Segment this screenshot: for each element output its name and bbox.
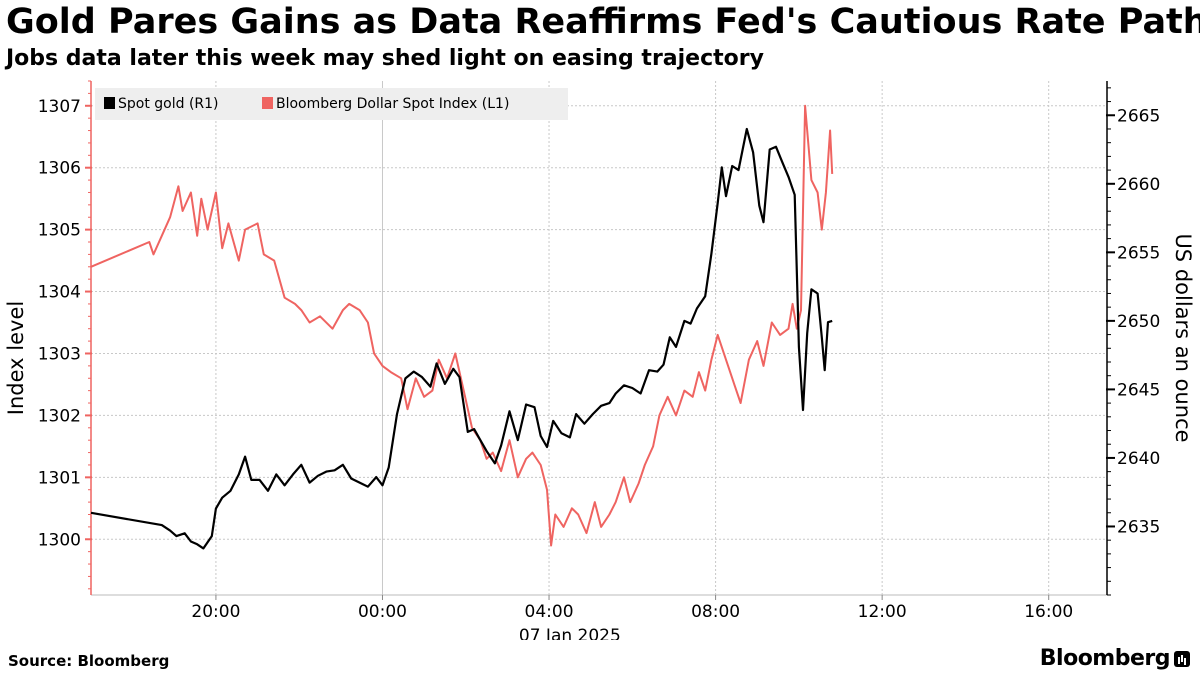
left-axis-tick-label: 1307 [38,97,81,117]
left-axis-tick-label: 1306 [38,159,81,179]
legend-swatch-spot-gold [104,97,115,109]
right-axis-tick-label: 2640 [1117,449,1160,469]
x-axis-tick-label: 08:00 [691,602,740,622]
gridlines [91,81,1107,595]
legend-swatch-dollar-index [262,97,273,109]
x-axis-tick-label: 20:00 [191,602,240,622]
x-axis-tick-label: 16:00 [1024,602,1073,622]
left-axis-tick-label: 1303 [38,344,81,364]
right-axis-tick-label: 2650 [1117,312,1160,332]
x-axis-ticks: 20:00 00:00 04:00 08:00 12:00 16:00 [191,595,1073,622]
brand-logo: Bloomberg [1040,646,1190,671]
left-axis-tick-label: 1300 [38,530,81,550]
right-axis-title: US dollars an ounce [1171,233,1195,442]
left-axis-tick-label: 1305 [38,221,81,241]
series-lines [90,104,834,550]
x-axis-tick-label: 00:00 [358,602,407,622]
x-axis-tick-label: 12:00 [858,602,907,622]
legend-label-spot-gold: Spot gold (R1) [118,96,219,112]
right-axis-tick-label: 2635 [1117,517,1160,537]
right-axis-tick-label: 2655 [1117,243,1160,263]
x-axis-date-label: 07 Jan 2025 [519,626,621,640]
bar-chart-icon [1174,650,1190,667]
legend-background [95,88,568,120]
series-line-dollar-index [90,104,834,547]
right-axis-tick-label: 2660 [1117,175,1160,195]
legend: Spot gold (R1) Bloomberg Dollar Spot Ind… [95,88,568,120]
left-axis-tick-label: 1304 [38,283,81,303]
left-axis-title: Index level [4,301,28,415]
series-line-spot-gold [90,127,833,550]
left-axis-tick-label: 1302 [38,406,81,426]
right-axis-tick-label: 2645 [1117,380,1160,400]
legend-label-dollar-index: Bloomberg Dollar Spot Index (L1) [276,96,509,112]
left-axis-ticks: 1300 1301 1302 1303 1304 1305 1306 1307 [38,80,92,590]
chart-area: 1300 1301 1302 1303 1304 1305 1306 1307 2635 264… [4,80,1195,640]
left-axis-tick-label: 1301 [38,468,81,488]
x-axis-tick-label: 04:00 [525,602,574,622]
right-axis-ticks: 2635 2640 2645 2650 2655 2660 2665 [1106,87,1160,596]
source-note: Source: Bloomberg [8,652,170,670]
brand-name: Bloomberg [1039,646,1171,671]
chart-title: Gold Pares Gains as Data Reaffirms Fed's… [6,2,1200,42]
chart-subtitle: Jobs data later this week may shed light… [6,46,764,71]
right-axis-tick-label: 2665 [1117,106,1160,126]
